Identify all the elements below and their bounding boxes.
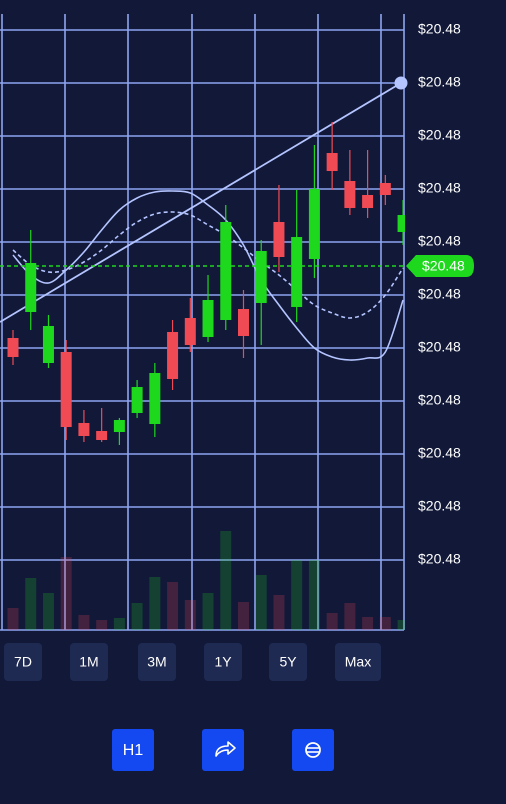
range-button-bg [70, 643, 108, 681]
volume-bar [113, 618, 125, 630]
range-button[interactable]: Max [335, 643, 381, 681]
candle-body [149, 373, 161, 424]
y-tick-label: $20.48 [418, 21, 461, 37]
range-button-label: 1Y [214, 654, 232, 670]
y-tick-label: $20.48 [418, 74, 461, 90]
candle-body [326, 153, 338, 171]
y-tick-label: $20.48 [418, 286, 461, 302]
range-button-bg [269, 643, 307, 681]
trend-line [0, 82, 402, 323]
range-button[interactable]: 5Y [269, 643, 307, 681]
trend-end [394, 76, 408, 90]
volume-bar [60, 557, 72, 630]
candle-body [308, 189, 320, 259]
range-button-bg [138, 643, 176, 681]
y-tick-label: $20.48 [418, 498, 461, 514]
candle-body [131, 387, 143, 413]
y-tick-label: $20.48 [418, 180, 461, 196]
volume-layer [7, 531, 405, 630]
candle-body [220, 222, 232, 320]
grid [0, 14, 405, 631]
volume-bar [42, 593, 54, 630]
candle-body [273, 222, 285, 257]
volume-bar [149, 577, 161, 630]
y-tick-label: $20.48 [418, 127, 461, 143]
share-button[interactable] [202, 729, 244, 771]
range-button-label: Max [345, 654, 371, 670]
plot-layer [0, 82, 405, 445]
stack-icon [305, 742, 321, 758]
range-button-bg [335, 643, 381, 681]
volume-bar [96, 620, 108, 630]
volume-bar [237, 602, 249, 630]
range-button-label: 5Y [279, 654, 297, 670]
range-button-bg [4, 643, 42, 681]
candle-body [7, 338, 19, 357]
candle-body [167, 332, 179, 379]
volume-bar [273, 595, 285, 630]
volume-bar [25, 578, 37, 630]
volume-bar [308, 560, 320, 630]
volume-bar [326, 613, 338, 630]
action-buttons: H1 [112, 729, 334, 771]
volume-bar [255, 575, 267, 630]
candle-body [184, 318, 196, 345]
stack-button-bg [292, 729, 334, 771]
current-price-label: $20.48 [422, 258, 465, 274]
y-tick-label: $20.48 [418, 233, 461, 249]
range-button-label: 3M [147, 654, 166, 670]
candle-body [42, 326, 54, 363]
y-tick-label: $20.48 [418, 392, 461, 408]
volume-bar [220, 531, 232, 630]
candle-body [96, 431, 108, 440]
candle-body [397, 215, 405, 232]
range-button-label: 7D [14, 654, 32, 670]
action-button-label: H1 [123, 742, 144, 759]
candle-body [25, 263, 37, 312]
volume-bar [167, 582, 179, 630]
indicator-curve [12, 211, 404, 319]
volume-bar [379, 617, 391, 630]
volume-bar [291, 560, 303, 630]
volume-bar [7, 608, 19, 630]
candle-body [78, 423, 90, 436]
stack-button[interactable] [292, 729, 334, 771]
volume-bar [362, 617, 374, 630]
indicator-curve [12, 190, 404, 361]
volume-bar [344, 603, 356, 630]
range-button[interactable]: 1M [70, 643, 108, 681]
axis-labels: $20.48 $20.48 $20.48 $20.48 $20.48 $20.48 $20.… [418, 21, 461, 567]
current-price-tag [406, 255, 474, 277]
volume-bar [397, 620, 405, 630]
volume-bar [78, 615, 90, 630]
candle-body [202, 300, 214, 337]
candle-body [344, 181, 356, 208]
action-button[interactable]: H1 [112, 729, 154, 771]
candle-body [60, 352, 72, 427]
y-tick-label: $20.48 [418, 339, 461, 355]
y-tick-label: $20.48 [418, 551, 461, 567]
y-tick-label: $20.48 [418, 445, 461, 461]
volume-bar [131, 603, 143, 630]
range-button[interactable]: 3M [138, 643, 176, 681]
candle-body [255, 251, 267, 303]
range-button[interactable]: 7D [4, 643, 42, 681]
range-button[interactable]: 1Y [204, 643, 242, 681]
volume-bar [202, 593, 214, 630]
candle-body [237, 309, 249, 336]
range-button-bg [204, 643, 242, 681]
range-button-label: 1M [79, 654, 98, 670]
share-icon [215, 741, 236, 757]
candle-body [291, 237, 303, 307]
action-button-bg [112, 729, 154, 771]
range-buttons: 7D 1M 3M 1Y 5Y Max [4, 643, 381, 681]
candle-body [362, 195, 374, 208]
volume-bar [184, 600, 196, 630]
candle-body [113, 420, 125, 432]
candle-body [379, 183, 391, 195]
